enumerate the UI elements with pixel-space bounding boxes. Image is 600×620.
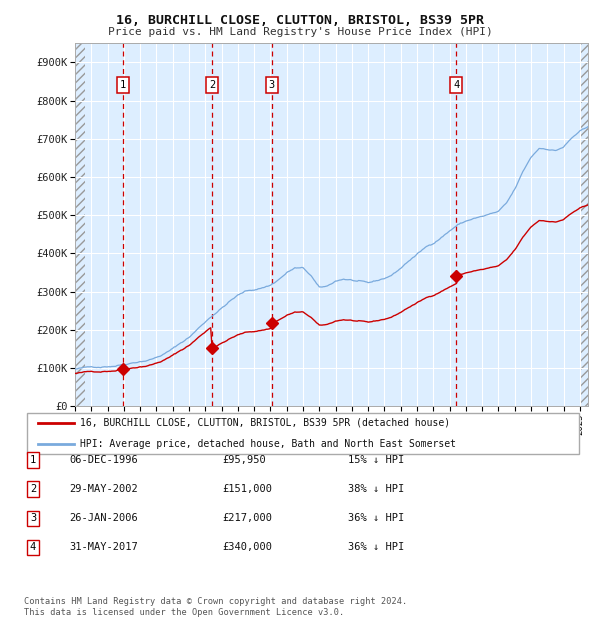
Text: £95,950: £95,950 <box>222 455 266 465</box>
Bar <box>75 43 85 406</box>
Text: 16, BURCHILL CLOSE, CLUTTON, BRISTOL, BS39 5PR: 16, BURCHILL CLOSE, CLUTTON, BRISTOL, BS… <box>116 14 484 27</box>
Text: 16, BURCHILL CLOSE, CLUTTON, BRISTOL, BS39 5PR (detached house): 16, BURCHILL CLOSE, CLUTTON, BRISTOL, BS… <box>80 418 450 428</box>
Bar <box>581 43 588 406</box>
Text: £340,000: £340,000 <box>222 542 272 552</box>
Text: 36% ↓ HPI: 36% ↓ HPI <box>348 513 404 523</box>
Text: 1: 1 <box>30 455 36 465</box>
Text: 4: 4 <box>453 81 460 91</box>
Text: 38% ↓ HPI: 38% ↓ HPI <box>348 484 404 494</box>
Text: 36% ↓ HPI: 36% ↓ HPI <box>348 542 404 552</box>
Text: Price paid vs. HM Land Registry's House Price Index (HPI): Price paid vs. HM Land Registry's House … <box>107 27 493 37</box>
Text: 26-JAN-2006: 26-JAN-2006 <box>69 513 138 523</box>
Text: 3: 3 <box>30 513 36 523</box>
Text: HPI: Average price, detached house, Bath and North East Somerset: HPI: Average price, detached house, Bath… <box>80 439 456 449</box>
Text: 4: 4 <box>30 542 36 552</box>
Text: 06-DEC-1996: 06-DEC-1996 <box>69 455 138 465</box>
Text: 15% ↓ HPI: 15% ↓ HPI <box>348 455 404 465</box>
Text: 29-MAY-2002: 29-MAY-2002 <box>69 484 138 494</box>
Text: £217,000: £217,000 <box>222 513 272 523</box>
FancyBboxPatch shape <box>27 413 580 454</box>
Text: 1: 1 <box>119 81 126 91</box>
Text: £151,000: £151,000 <box>222 484 272 494</box>
Text: 2: 2 <box>209 81 215 91</box>
Text: 3: 3 <box>268 81 275 91</box>
Text: 31-MAY-2017: 31-MAY-2017 <box>69 542 138 552</box>
Text: Contains HM Land Registry data © Crown copyright and database right 2024.
This d: Contains HM Land Registry data © Crown c… <box>24 598 407 617</box>
Text: 2: 2 <box>30 484 36 494</box>
